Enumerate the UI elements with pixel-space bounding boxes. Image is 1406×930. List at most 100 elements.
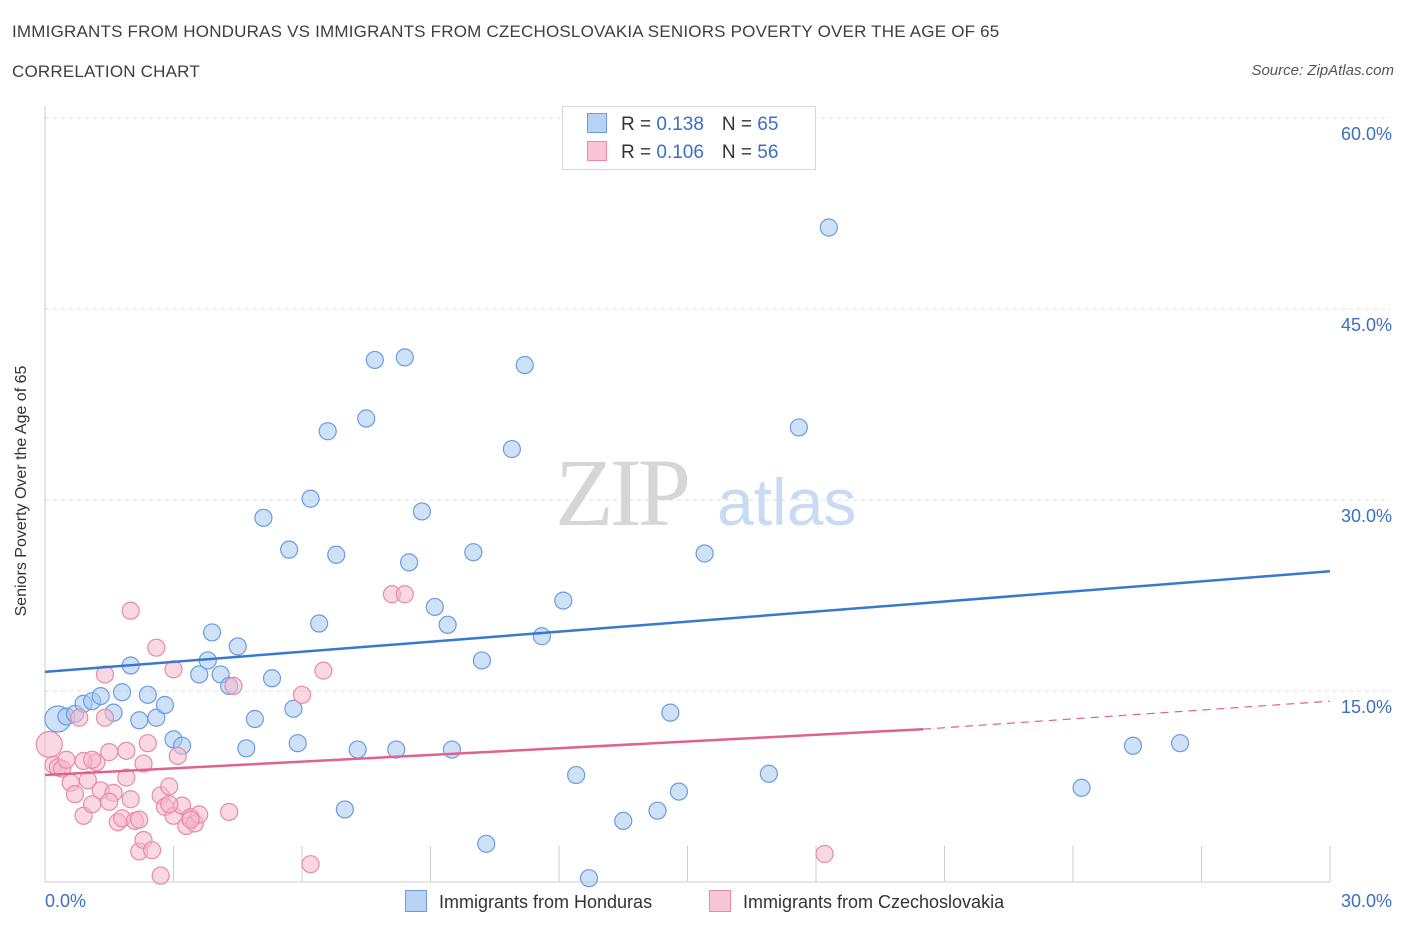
honduras-point xyxy=(91,686,110,706)
honduras-point xyxy=(789,418,808,437)
czechoslovakia-trend-line xyxy=(44,727,924,777)
honduras-point xyxy=(280,540,299,559)
czechoslovakia-legend-swatch xyxy=(709,890,731,912)
n-label: N = xyxy=(721,142,758,163)
czechoslovakia-legend-label: Immigrants from Czechoslovakia xyxy=(743,892,1005,912)
czechoslovakia-point xyxy=(301,855,320,874)
czechoslovakia-point xyxy=(142,841,162,860)
y-tick-label: 60.0% xyxy=(1341,124,1392,144)
czechoslovakia-swatch xyxy=(587,141,607,161)
honduras-legend-label: Immigrants from Honduras xyxy=(439,892,653,912)
honduras-point xyxy=(310,614,329,633)
honduras-trend-line xyxy=(44,570,1331,674)
chart-subtitle: CORRELATION CHART xyxy=(12,62,200,81)
honduras-point xyxy=(472,651,491,670)
czechoslovakia-point xyxy=(160,795,179,814)
legend-row-honduras: R = 0.138 N = 65 xyxy=(587,113,778,136)
watermark-zip: ZIP xyxy=(555,439,688,546)
honduras-point xyxy=(399,553,419,572)
watermark-atlas: atlas xyxy=(717,465,856,539)
czechoslovakia-point xyxy=(815,844,834,864)
honduras-point xyxy=(502,439,521,459)
honduras-point xyxy=(155,695,175,715)
czechoslovakia-point xyxy=(160,777,179,796)
honduras-point xyxy=(262,669,282,688)
y-tick-label: 15.0% xyxy=(1341,697,1392,717)
czechoslovakia-point xyxy=(138,734,157,753)
honduras-point xyxy=(661,703,680,722)
honduras-point xyxy=(228,637,247,656)
x-tick-label: 0.0% xyxy=(45,891,86,911)
n-value: 65 xyxy=(757,114,779,135)
honduras-point xyxy=(130,711,149,730)
czechoslovakia-point xyxy=(117,768,136,787)
honduras-point xyxy=(387,740,406,759)
czechoslovakia-point xyxy=(121,601,140,620)
czechoslovakia-point xyxy=(292,685,312,704)
czechoslovakia-point xyxy=(151,866,170,885)
honduras-point xyxy=(759,764,778,783)
honduras-point xyxy=(464,543,483,562)
honduras-point xyxy=(365,350,384,370)
honduras-point xyxy=(190,665,209,684)
honduras-point xyxy=(648,801,667,820)
czechoslovakia-trend-extension xyxy=(923,700,1331,730)
honduras-point xyxy=(335,800,354,819)
czechoslovakia-point xyxy=(70,708,89,727)
y-axis-label: Seniors Poverty Over the Age of 65 xyxy=(13,365,30,617)
honduras-point xyxy=(438,615,457,634)
x-tick-label: 30.0% xyxy=(1341,891,1392,911)
honduras-point xyxy=(614,811,633,830)
honduras-point xyxy=(442,740,462,759)
czechoslovakia-point xyxy=(117,741,136,760)
n-label: N = xyxy=(721,114,758,135)
r-value: 0.138 xyxy=(656,114,704,135)
n-value: 56 xyxy=(757,142,779,163)
bottom-legend-czechoslovakia: Immigrants from Czechoslovakia xyxy=(709,890,1004,913)
honduras-point xyxy=(284,699,303,718)
czechoslovakia-point xyxy=(220,802,239,822)
legend-row-czechoslovakia: R = 0.106 N = 56 xyxy=(587,141,778,164)
source-credit: Source: ZipAtlas.com xyxy=(1251,62,1394,79)
honduras-point xyxy=(301,489,320,508)
czechoslovakia-point xyxy=(130,810,149,829)
r-label: R = xyxy=(621,114,657,135)
honduras-swatch xyxy=(587,113,607,133)
r-label: R = xyxy=(621,142,657,163)
r-value: 0.106 xyxy=(656,142,704,163)
honduras-point xyxy=(1072,778,1091,797)
honduras-point xyxy=(477,834,496,853)
honduras-point xyxy=(554,591,573,610)
honduras-point xyxy=(254,508,273,527)
czechoslovakia-point xyxy=(395,585,414,604)
honduras-legend-swatch xyxy=(405,890,427,912)
czechoslovakia-point xyxy=(134,754,153,773)
czechoslovakia-point xyxy=(35,730,63,759)
czechoslovakia-point xyxy=(181,810,200,829)
honduras-point xyxy=(245,709,264,729)
honduras-point xyxy=(669,782,689,801)
honduras-point xyxy=(579,869,599,888)
honduras-point xyxy=(1170,734,1190,753)
czechoslovakia-point xyxy=(314,661,333,680)
czechoslovakia-point xyxy=(83,750,102,769)
chart-title: IMMIGRANTS FROM HONDURAS VS IMMIGRANTS F… xyxy=(12,22,1000,41)
honduras-point xyxy=(695,544,714,563)
czechoslovakia-point xyxy=(121,790,140,809)
honduras-point xyxy=(202,623,222,642)
honduras-point xyxy=(412,502,432,521)
czechoslovakia-point xyxy=(65,785,85,804)
honduras-point xyxy=(112,683,132,702)
czechoslovakia-point xyxy=(100,743,119,762)
honduras-point xyxy=(237,739,256,758)
honduras-point xyxy=(288,734,307,753)
honduras-point xyxy=(819,218,838,237)
honduras-point xyxy=(395,348,414,367)
honduras-point xyxy=(1123,736,1143,755)
honduras-point xyxy=(138,685,157,704)
czechoslovakia-point xyxy=(57,750,76,769)
honduras-point xyxy=(327,545,346,564)
honduras-point xyxy=(532,627,551,646)
correlation-legend: R = 0.138 N = 65 R = 0.106 N = 56 xyxy=(562,106,816,170)
